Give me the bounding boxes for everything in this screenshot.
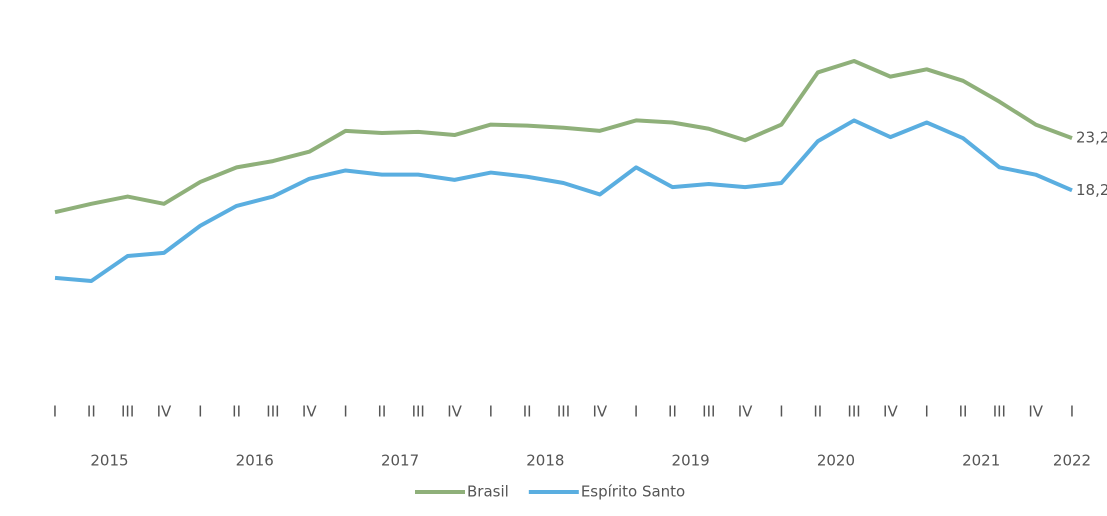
x-tick-label: III	[702, 403, 715, 421]
x-tick-label: IV	[738, 403, 753, 421]
series-line	[54, 118, 1073, 283]
year-label: 2022	[1053, 452, 1091, 470]
x-tick-label: IV	[302, 403, 317, 421]
x-tick-label: II	[959, 403, 968, 421]
year-label: 2020	[817, 452, 855, 470]
x-tick-label: I	[634, 403, 638, 421]
x-tick-label: II	[377, 403, 386, 421]
x-tick-label: II	[813, 403, 822, 421]
x-tick-label: IV	[883, 403, 898, 421]
x-tick-label: III	[412, 403, 425, 421]
year-label: 2015	[90, 452, 128, 470]
x-tick-label: I	[198, 403, 202, 421]
x-tick-label: II	[232, 403, 241, 421]
x-tick-label: I	[489, 403, 493, 421]
x-tick-label: IV	[447, 403, 462, 421]
series-line	[54, 59, 1073, 215]
x-tick-label: IV	[592, 403, 607, 421]
x-tick-label: II	[668, 403, 677, 421]
x-tick-label: IV	[157, 403, 172, 421]
x-tick-label: II	[523, 403, 532, 421]
x-tick-label: I	[1070, 403, 1074, 421]
legend-label: Espírito Santo	[581, 483, 685, 501]
x-tick-label: III	[993, 403, 1006, 421]
year-label: 2017	[381, 452, 419, 470]
x-tick-label: III	[266, 403, 279, 421]
data-label: 18,2	[1076, 181, 1107, 199]
year-label: 2016	[236, 452, 274, 470]
legend-label: Brasil	[467, 483, 509, 501]
x-tick-label: III	[847, 403, 860, 421]
x-tick-label: I	[53, 403, 57, 421]
x-tick-label: II	[87, 403, 96, 421]
x-tick-label: I	[343, 403, 347, 421]
x-tick-label: III	[557, 403, 570, 421]
x-tick-label: III	[121, 403, 134, 421]
year-label: 2018	[526, 452, 564, 470]
x-tick-label: I	[924, 403, 928, 421]
year-label: 2019	[672, 452, 710, 470]
x-tick-label: IV	[1028, 403, 1043, 421]
x-tick-label: I	[779, 403, 783, 421]
data-label: 23,2	[1076, 129, 1107, 147]
year-label: 2021	[962, 452, 1000, 470]
